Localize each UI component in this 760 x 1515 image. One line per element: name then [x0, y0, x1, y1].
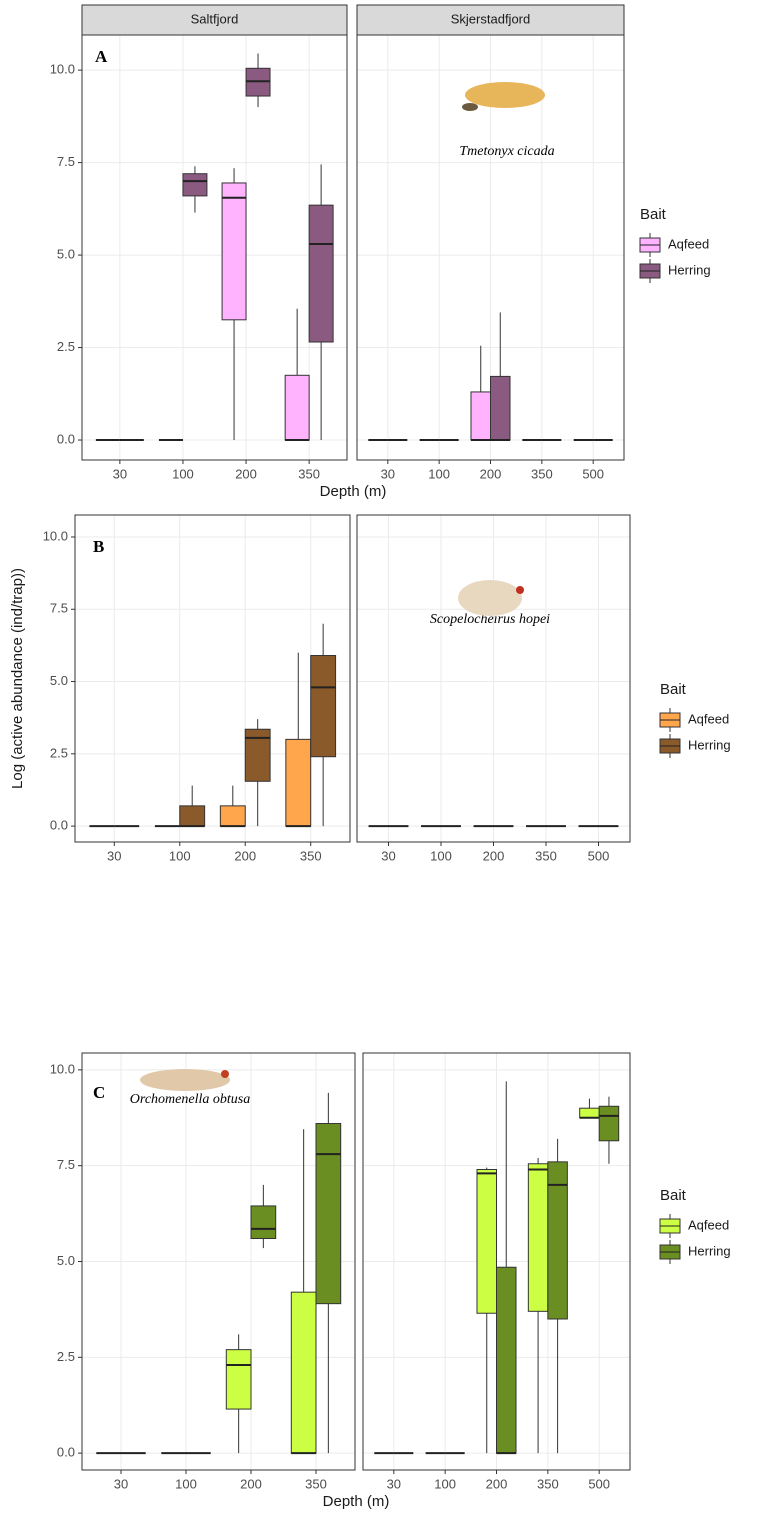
y-tick-label: 5.0 [50, 673, 68, 688]
box [285, 738, 312, 827]
x-tick-label: 200 [486, 1476, 508, 1491]
x-tick-label: 500 [588, 1476, 610, 1491]
legend-label: Herring [668, 262, 711, 277]
amphipod-eye [221, 1070, 229, 1078]
x-tick-label: 350 [305, 1476, 327, 1491]
panel-border [356, 514, 631, 843]
amphipod-a [462, 82, 545, 111]
y-axis-label: Log (active abundance (ind/trap)) [9, 568, 26, 789]
x-tick-label: 200 [480, 466, 502, 481]
x-tick-label: 500 [582, 466, 604, 481]
x-tick-label: 200 [240, 1476, 262, 1491]
legend-title: Bait [660, 1187, 687, 1204]
x-tick-label: 100 [430, 848, 452, 863]
y-tick-label: 7.5 [57, 154, 75, 169]
box [476, 1169, 498, 1314]
panel-border [362, 1052, 631, 1471]
y-tick-label: 2.5 [57, 339, 75, 354]
legend-label: Aqfeed [688, 711, 729, 726]
box [225, 1349, 252, 1410]
box [527, 1163, 549, 1312]
amphipod-body [458, 580, 522, 616]
x-tick-label: 100 [175, 1476, 197, 1491]
x-tick-label: 100 [428, 466, 450, 481]
box [310, 655, 337, 758]
x-tick-label: 200 [235, 466, 257, 481]
species-name: Scopelocheirus hopei [430, 612, 550, 627]
species-name: Orchomenella obtusa [130, 1092, 250, 1107]
x-tick-label: 200 [234, 848, 256, 863]
x-tick-label: 350 [300, 848, 322, 863]
x-axis-label: Depth (m) [320, 483, 387, 500]
box [182, 173, 208, 197]
y-tick-label: 2.5 [50, 745, 68, 760]
x-tick-label: 100 [169, 848, 191, 863]
box [496, 1266, 517, 1454]
y-tick-label: 10.0 [50, 62, 75, 77]
x-tick-label: 100 [434, 1476, 456, 1491]
amphipod-body [465, 82, 545, 108]
legend-label: Aqfeed [688, 1217, 729, 1232]
x-tick-label: 30 [113, 466, 127, 481]
strip-label: Saltfjord [191, 11, 239, 26]
x-tick-label: 200 [483, 848, 505, 863]
x-tick-label: 30 [381, 466, 395, 481]
x-axis-label: Depth (m) [323, 1493, 390, 1510]
box [179, 805, 206, 827]
y-tick-label: 2.5 [57, 1349, 75, 1364]
species-name: Tmetonyx cicada [459, 144, 554, 159]
amphipod-c [140, 1069, 230, 1091]
amphipod-eye [516, 586, 524, 594]
y-tick-label: 5.0 [57, 1253, 75, 1268]
strip [356, 4, 625, 36]
box [579, 1107, 600, 1119]
x-tick-label: 350 [531, 466, 553, 481]
x-tick-label: 100 [172, 466, 194, 481]
legend-title: Bait [660, 681, 687, 698]
strip [81, 4, 348, 36]
y-tick-label: 0.0 [57, 431, 75, 446]
box [315, 1123, 342, 1305]
amphipod-b [458, 580, 524, 616]
box [547, 1161, 568, 1320]
box [219, 805, 246, 827]
y-tick-label: 5.0 [57, 247, 75, 262]
y-tick-label: 7.5 [50, 601, 68, 616]
x-tick-label: 30 [387, 1476, 401, 1491]
panel-label: A [95, 47, 108, 66]
box [250, 1205, 277, 1240]
x-tick-label: 350 [537, 1476, 559, 1491]
box [284, 374, 310, 441]
panel-border [74, 514, 351, 843]
amphipod-tail [462, 103, 478, 111]
x-tick-label: 30 [114, 1476, 128, 1491]
box [221, 182, 247, 321]
strip-label: Skjerstadfjord [451, 11, 530, 26]
legend-label: Herring [688, 1243, 731, 1258]
x-tick-label: 30 [107, 848, 121, 863]
y-tick-label: 0.0 [50, 818, 68, 833]
y-tick-label: 10.0 [43, 528, 68, 543]
box [308, 204, 334, 343]
amphipod-body [140, 1069, 230, 1091]
box [470, 391, 492, 441]
box [290, 1291, 317, 1454]
legend-label: Aqfeed [668, 236, 709, 251]
box [598, 1105, 620, 1142]
legend-title: Bait [640, 206, 667, 223]
y-tick-label: 0.0 [57, 1445, 75, 1460]
panel-label: C [93, 1083, 105, 1102]
x-tick-label: 350 [298, 466, 320, 481]
box [490, 375, 511, 441]
x-tick-label: 350 [535, 848, 557, 863]
legend-label: Herring [688, 737, 731, 752]
x-tick-label: 30 [381, 848, 395, 863]
y-tick-label: 7.5 [57, 1157, 75, 1172]
panel-label: B [93, 537, 104, 556]
y-tick-label: 10.0 [50, 1061, 75, 1076]
x-tick-label: 500 [588, 848, 610, 863]
